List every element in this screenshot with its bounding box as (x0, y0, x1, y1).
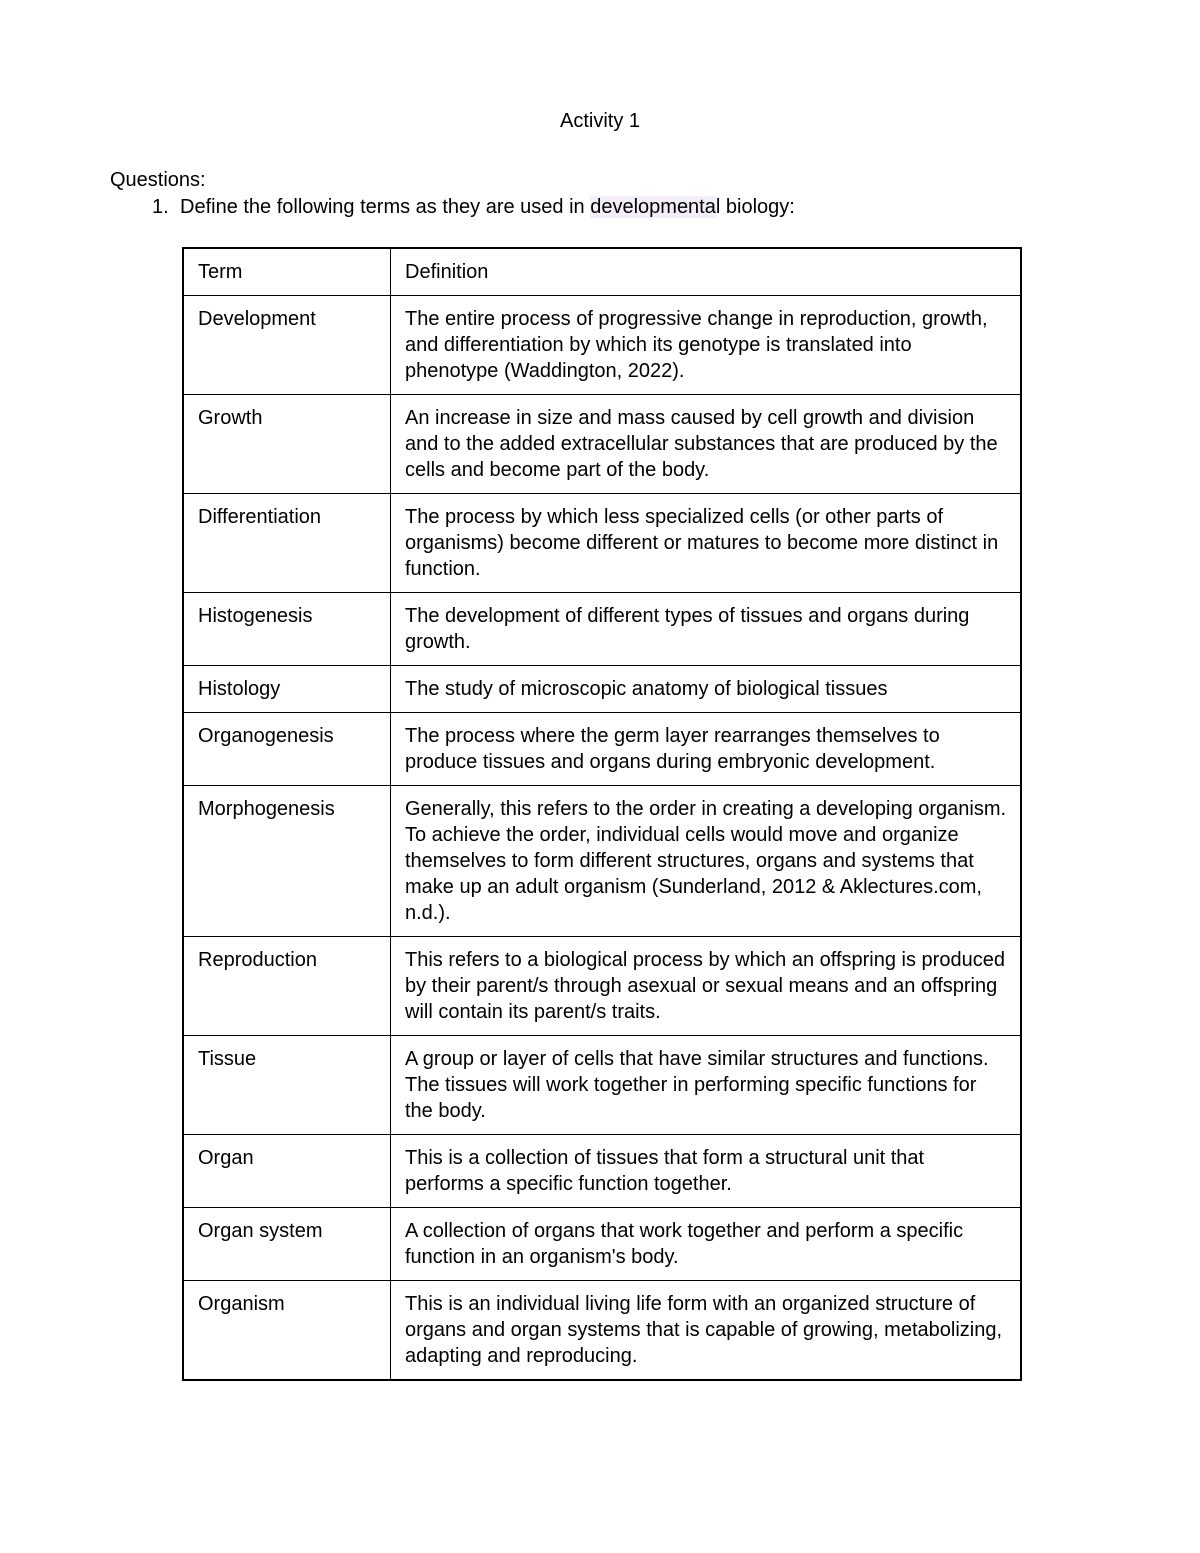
question-text-highlight: developmenta (590, 196, 716, 218)
term-cell: Morphogenesis (183, 786, 391, 937)
page-title: Activity 1 (110, 110, 1090, 133)
table-row: Development The entire process of progre… (183, 296, 1021, 395)
terms-table-body: Term Definition Development The entire p… (183, 248, 1021, 1380)
term-cell: Growth (183, 395, 391, 494)
table-row: Morphogenesis Generally, this refers to … (183, 786, 1021, 937)
definition-cell: A collection of organs that work togethe… (391, 1208, 1022, 1281)
definition-cell: A group or layer of cells that have simi… (391, 1036, 1022, 1135)
question-text: Define the following terms as they are u… (180, 196, 1090, 219)
table-row: Organ This is a collection of tissues th… (183, 1135, 1021, 1208)
questions-heading: Questions: (110, 169, 1090, 192)
definition-cell: This refers to a biological process by w… (391, 937, 1022, 1036)
table-header-row: Term Definition (183, 248, 1021, 296)
term-cell: Organism (183, 1281, 391, 1381)
term-cell: Reproduction (183, 937, 391, 1036)
definition-cell: The study of microscopic anatomy of biol… (391, 666, 1022, 713)
question-text-after: l biology: (716, 196, 795, 218)
question-text-before: Define the following terms as they are u… (180, 196, 590, 218)
table-row: Reproduction This refers to a biological… (183, 937, 1021, 1036)
definition-cell: Generally, this refers to the order in c… (391, 786, 1022, 937)
table-row: Growth An increase in size and mass caus… (183, 395, 1021, 494)
term-cell: Organogenesis (183, 713, 391, 786)
term-cell: Histogenesis (183, 593, 391, 666)
definition-cell: The process by which less specialized ce… (391, 494, 1022, 593)
header-definition: Definition (391, 248, 1022, 296)
definition-cell: An increase in size and mass caused by c… (391, 395, 1022, 494)
term-cell: Tissue (183, 1036, 391, 1135)
term-cell: Development (183, 296, 391, 395)
table-row: Histogenesis The development of differen… (183, 593, 1021, 666)
definition-cell: The entire process of progressive change… (391, 296, 1022, 395)
table-row: Organogenesis The process where the germ… (183, 713, 1021, 786)
table-row: Organism This is an individual living li… (183, 1281, 1021, 1381)
table-row: Organ system A collection of organs that… (183, 1208, 1021, 1281)
terms-table: Term Definition Development The entire p… (182, 247, 1022, 1381)
table-row: Differentiation The process by which les… (183, 494, 1021, 593)
table-row: Histology The study of microscopic anato… (183, 666, 1021, 713)
question-1: 1. Define the following terms as they ar… (110, 196, 1090, 219)
term-cell: Organ (183, 1135, 391, 1208)
header-term: Term (183, 248, 391, 296)
term-cell: Differentiation (183, 494, 391, 593)
question-number: 1. (152, 196, 180, 219)
definition-cell: The process where the germ layer rearran… (391, 713, 1022, 786)
definition-cell: This is a collection of tissues that for… (391, 1135, 1022, 1208)
document-page: Activity 1 Questions: 1. Define the foll… (0, 0, 1200, 1553)
definition-cell: This is an individual living life form w… (391, 1281, 1022, 1381)
table-row: Tissue A group or layer of cells that ha… (183, 1036, 1021, 1135)
term-cell: Histology (183, 666, 391, 713)
definition-cell: The development of different types of ti… (391, 593, 1022, 666)
term-cell: Organ system (183, 1208, 391, 1281)
